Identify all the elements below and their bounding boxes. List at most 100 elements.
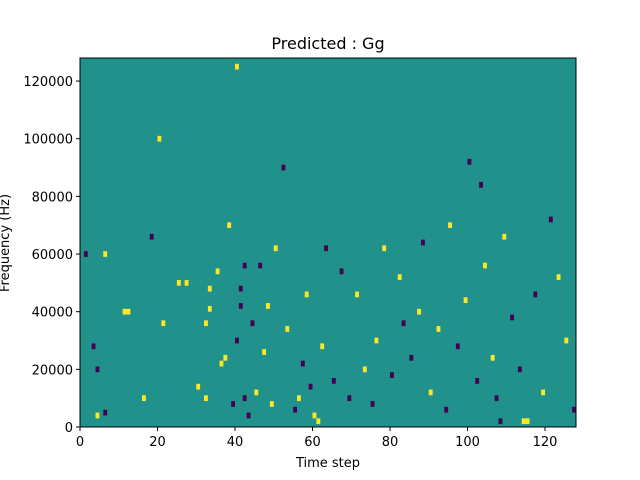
heatmap-cell	[273, 245, 278, 252]
heatmap-cell	[455, 343, 460, 350]
plot-frame	[79, 57, 577, 428]
heatmap-cell	[417, 308, 422, 315]
heatmap-cell	[331, 377, 336, 384]
x-tick-label: 20	[149, 435, 166, 450]
heatmap-cell	[215, 268, 220, 275]
heatmap-cell	[103, 409, 108, 416]
heatmap-cell	[521, 418, 526, 425]
y-tick-label: 80000	[32, 190, 73, 205]
heatmap-cell	[281, 164, 286, 171]
heatmap-cell	[157, 135, 162, 142]
heatmap-cell	[219, 360, 224, 367]
heatmap-cell	[362, 366, 367, 373]
heatmap-cell	[448, 222, 453, 229]
heatmap-cell	[564, 337, 569, 344]
heatmap-cell	[300, 360, 305, 367]
heatmap-cell	[436, 326, 441, 332]
heatmap-cell	[293, 406, 298, 413]
heatmap-cell	[95, 412, 100, 419]
heatmap-cell	[548, 216, 553, 223]
heatmap-cell	[238, 285, 243, 292]
heatmap-cell	[103, 251, 108, 257]
heatmap-cell	[409, 354, 414, 361]
heatmap-cell	[390, 372, 394, 378]
heatmap-cell	[254, 389, 259, 396]
heatmap-cell	[525, 418, 530, 425]
x-tick-label: 120	[533, 435, 558, 450]
heatmap-cell	[428, 389, 433, 396]
heatmap-cell	[320, 343, 325, 350]
heatmap-cell	[95, 366, 100, 373]
heatmap-cell	[324, 245, 329, 252]
heatmap-cell	[421, 239, 425, 246]
heatmap-cell	[262, 349, 267, 355]
heatmap-cell	[467, 158, 472, 165]
heatmap-cell	[285, 326, 290, 332]
heatmap-cell	[122, 308, 127, 315]
y-tick-label: 0	[65, 421, 73, 436]
heatmap-cell	[207, 285, 212, 292]
heatmap-cell	[83, 251, 88, 257]
x-tick-label: 0	[76, 435, 84, 450]
heatmap-cell	[556, 274, 561, 280]
heatmap-cell	[266, 303, 270, 309]
heatmap-cell	[149, 233, 154, 240]
heatmap-cell	[401, 320, 406, 327]
heatmap-cell	[142, 395, 146, 402]
x-tick-label: 80	[382, 435, 399, 450]
heatmap-cell	[444, 406, 449, 413]
heatmap-cell	[308, 383, 313, 390]
heatmap-cell	[347, 395, 352, 402]
heatmap-cell	[502, 233, 507, 240]
y-tick-label: 20000	[32, 363, 73, 378]
x-tick-label: 60	[304, 435, 321, 450]
heatmap-cell	[91, 343, 96, 350]
x-tick-label: 40	[227, 435, 244, 450]
heatmap-cell	[541, 389, 546, 396]
heatmap-cell	[483, 262, 487, 269]
heatmap-cell	[479, 181, 484, 188]
heatmap-cell	[223, 354, 228, 361]
heatmap-cell	[397, 274, 402, 280]
heatmap-cell	[204, 320, 208, 327]
heatmap-cell	[355, 291, 360, 298]
heatmap-cell	[498, 418, 503, 425]
heatmap-cell	[517, 366, 522, 373]
heatmap-cell	[494, 395, 499, 402]
heatmap-cell	[258, 262, 263, 269]
heatmap-cell	[242, 262, 247, 269]
x-axis-label: Time step	[295, 456, 360, 471]
heatmap-cell	[382, 245, 387, 252]
y-tick-label: 100000	[23, 133, 73, 148]
heatmap-cell	[312, 412, 317, 419]
heatmap-cell	[304, 291, 309, 298]
x-axis: 0 20 40 60 80 100 120	[76, 427, 558, 450]
heatmap-cell	[242, 395, 247, 402]
heatmap-cell	[463, 297, 468, 304]
plot-area	[79, 57, 577, 428]
heatmap-cell	[370, 401, 375, 407]
heatmap-cell	[126, 308, 131, 315]
heatmap-cell	[374, 337, 379, 344]
heatmap-cell	[235, 63, 239, 70]
heatmap-cell	[490, 354, 495, 361]
y-axis: 0 20000 40000 60000 80000 100000 120000	[23, 75, 80, 436]
heatmap-cell	[161, 320, 166, 327]
heatmap-cell	[533, 291, 538, 298]
heatmap-cell	[510, 314, 515, 321]
heatmap-cell	[250, 320, 255, 327]
heatmap-cell	[235, 337, 239, 344]
y-tick-label: 40000	[32, 306, 73, 321]
heatmap-cell	[227, 222, 232, 229]
heatmap-cell	[316, 418, 321, 425]
heatmap-cell	[231, 401, 236, 407]
heatmap-cell	[269, 401, 274, 407]
heatmap-cell	[572, 406, 577, 413]
heatmap-cell	[196, 383, 201, 390]
y-tick-label: 60000	[32, 248, 73, 263]
heatmap-cell	[238, 303, 243, 309]
heatmap-cell	[204, 395, 208, 402]
y-tick-label: 120000	[23, 75, 73, 90]
heatmap-cell	[207, 305, 212, 312]
